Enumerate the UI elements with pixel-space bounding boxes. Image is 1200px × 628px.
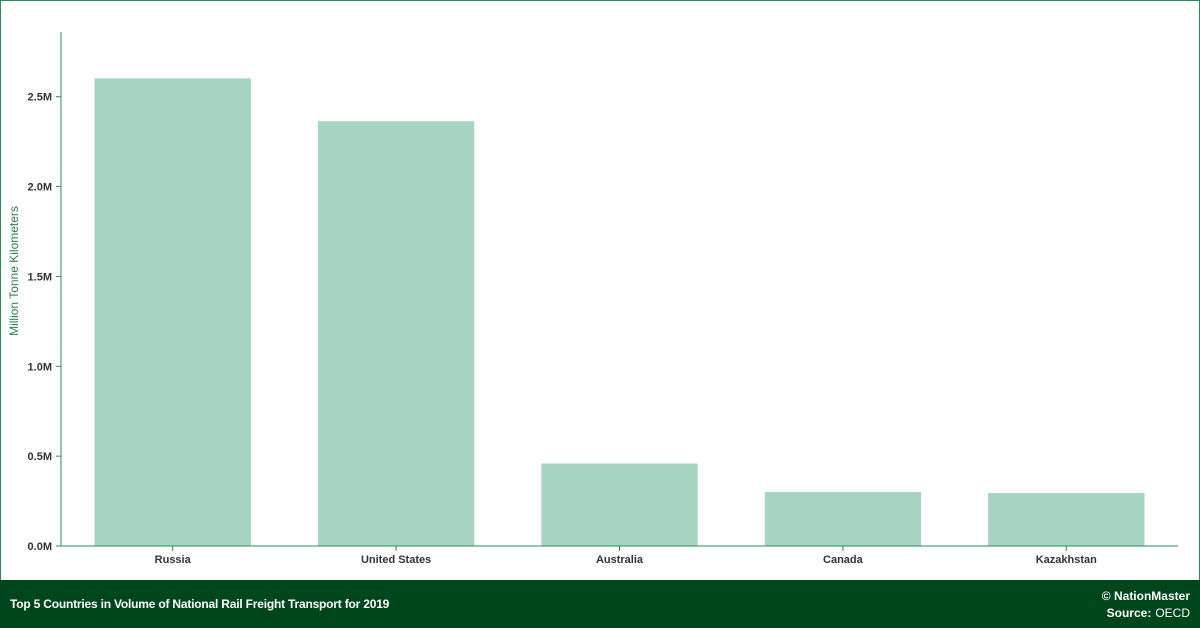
y-tick-label: 2.0M xyxy=(28,182,52,194)
chart-title: Top 5 Countries in Volume of National Ra… xyxy=(10,597,390,611)
bar-kazakhstan xyxy=(988,492,1145,546)
x-category-label: Canada xyxy=(823,554,864,566)
bars xyxy=(94,78,1145,546)
bar-chart: 0.0M 0.5M 1.0M 1.5M 2.0M 2.5M Russia United St… xyxy=(7,32,1178,566)
y-tick-label: 0.0M xyxy=(28,541,52,553)
x-category-label: Kazakhstan xyxy=(1036,554,1097,566)
brand-credit: © NationMaster xyxy=(1101,589,1190,603)
bar-united-states xyxy=(317,121,475,546)
x-category-label: United States xyxy=(361,554,431,566)
x-category-label: Australia xyxy=(596,554,644,566)
y-tick-label: 2.5M xyxy=(28,92,52,104)
y-tick-label: 1.0M xyxy=(28,361,52,373)
y-axis-ticks: 0.0M 0.5M 1.0M 1.5M 2.0M 2.5M xyxy=(28,92,61,553)
source-value: OECD xyxy=(1155,606,1190,620)
footer-bar: Top 5 Countries in Volume of National Ra… xyxy=(0,580,1200,628)
y-tick-label: 1.5M xyxy=(28,271,52,283)
source-label: Source: xyxy=(1106,606,1152,620)
bar-canada xyxy=(764,491,922,546)
x-category-label: Russia xyxy=(155,554,192,566)
y-axis-title: Million Tonne Kilometers xyxy=(7,206,21,336)
bar-russia xyxy=(94,78,251,546)
bar-australia xyxy=(541,463,698,546)
y-tick-label: 0.5M xyxy=(28,451,52,463)
source-line: Source: OECD xyxy=(1102,605,1190,622)
x-axis-labels: Russia United States Australia Canada Kazakh… xyxy=(155,546,1097,566)
footer-credits: © NationMaster Source: OECD xyxy=(1102,588,1190,622)
